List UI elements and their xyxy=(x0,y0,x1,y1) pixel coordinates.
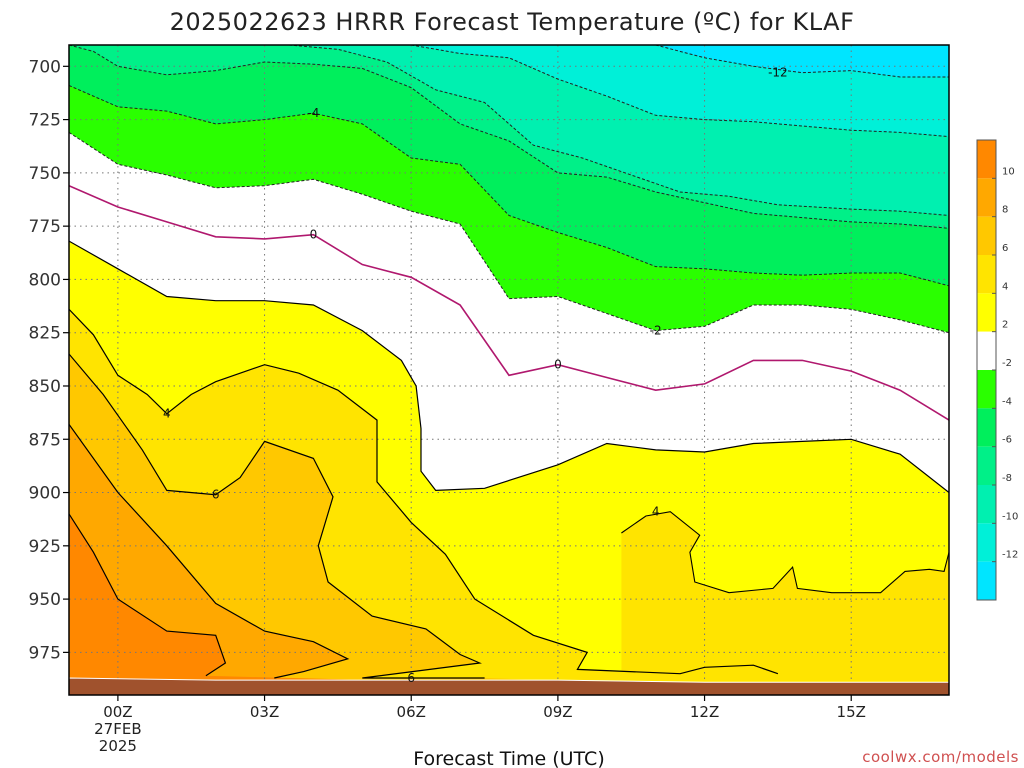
contour-label-3: -2 xyxy=(650,324,662,338)
contour-lines xyxy=(69,45,949,679)
contour-labels: -12 -4 0 -2 0 4 6 4 6 xyxy=(163,66,788,685)
ytick-label-800: 800 xyxy=(29,270,61,290)
colorbar-seg-2_4 xyxy=(977,293,996,332)
contour-8 xyxy=(69,423,350,679)
contour-label-2: 0 xyxy=(310,228,318,242)
colorbar-label-0: 10 xyxy=(1002,166,1015,177)
contour-label-8: 6 xyxy=(407,671,415,685)
xtick-label-6: 06Z xyxy=(397,703,426,721)
xtick-sub-0-0: 27FEB xyxy=(94,720,141,738)
xtick-label-0: 00Z xyxy=(103,703,132,721)
grid-lines xyxy=(69,45,949,695)
xtick-label-3: 03Z xyxy=(250,703,279,721)
colorbar-seg-4_6 xyxy=(977,255,996,294)
ytick-label-850: 850 xyxy=(29,377,61,397)
ytick-label-700: 700 xyxy=(29,57,61,77)
ytick-label-775: 775 xyxy=(29,217,61,237)
colorbar-label-9: -10 xyxy=(1002,511,1018,522)
colorbar-label-3: 4 xyxy=(1002,281,1008,292)
ground-surface xyxy=(69,677,949,695)
colorbar-label-2: 6 xyxy=(1002,243,1008,254)
colorbar-seg-above_10 xyxy=(977,140,996,179)
colorbar-seg--10_-8 xyxy=(977,485,996,524)
colorbar-seg-6_8 xyxy=(977,216,996,255)
plot-frame xyxy=(68,44,950,696)
ytick-label-950: 950 xyxy=(29,590,61,610)
contour--8 xyxy=(288,45,949,216)
plot-area: -12 -4 0 -2 0 4 6 4 6 xyxy=(69,45,949,695)
xtick-label-9: 09Z xyxy=(543,703,572,721)
xtick-label-15: 15Z xyxy=(837,703,866,721)
colorbar-seg--8_-6 xyxy=(977,446,996,485)
contour-4 xyxy=(69,308,779,675)
band-6_8 xyxy=(69,354,949,695)
y-axis: 700 725 750 775 800 825 850 875 900 925 950 975 xyxy=(29,57,69,663)
colorbar: 10 8 6 4 2 -2 -4 -6 -8 -10 -12 xyxy=(976,139,1018,601)
colorbar-seg-8_10 xyxy=(977,178,996,217)
ground-layer xyxy=(69,677,949,695)
colorbar-label-8: -8 xyxy=(1002,473,1012,484)
contour--6 xyxy=(69,45,949,229)
credit-text: coolwx.com/models xyxy=(862,748,1019,766)
band-above_10 xyxy=(69,513,949,695)
contour-label-4: 0 xyxy=(554,358,562,372)
ytick-label-900: 900 xyxy=(29,484,61,504)
colorbar-seg--2_2 xyxy=(977,331,996,370)
ytick-label-975: 975 xyxy=(29,643,61,663)
ytick-label-875: 875 xyxy=(29,430,61,450)
colorbar-label-5: -2 xyxy=(1002,358,1012,369)
colorbar-label-7: -6 xyxy=(1002,435,1012,446)
contour-label-7: 4 xyxy=(652,505,660,519)
colorbar-label-10: -12 xyxy=(1002,550,1018,561)
colorbar-seg--4_-2 xyxy=(977,370,996,409)
contour-10 xyxy=(69,513,227,677)
temperature-fill-layer xyxy=(69,45,949,695)
colorbar-seg-below_-12 xyxy=(977,561,996,600)
ytick-label-825: 825 xyxy=(29,324,61,344)
colorbar-seg--6_-4 xyxy=(977,408,996,447)
xtick-sub-0-1: 2025 xyxy=(99,737,137,755)
ytick-label-750: 750 xyxy=(29,164,61,184)
contour-label-0: -12 xyxy=(768,66,788,80)
contour-6 xyxy=(69,353,485,679)
contour-label-6: 6 xyxy=(212,488,220,502)
xtick-label-12: 12Z xyxy=(690,703,719,721)
contour-pocket-0 xyxy=(621,511,949,594)
x-axis-label: Forecast Time (UTC) xyxy=(413,748,604,768)
contour-label-5: 4 xyxy=(163,407,171,421)
warm-pocket-0 xyxy=(621,511,949,695)
colorbar-seg--12_-10 xyxy=(977,523,996,562)
chart-title: 2025022623 HRRR Forecast Temperature (ºC… xyxy=(170,8,855,36)
contour-label-1: -4 xyxy=(307,106,319,120)
contour-2 xyxy=(69,240,949,493)
contour-0 xyxy=(69,184,949,421)
ytick-label-725: 725 xyxy=(29,111,61,131)
colorbar-label-6: -4 xyxy=(1002,396,1012,407)
colorbar-label-4: 2 xyxy=(1002,320,1008,331)
contour--10 xyxy=(411,45,949,138)
contour--12 xyxy=(655,45,949,78)
colorbar-label-1: 8 xyxy=(1002,205,1008,216)
contour--4 xyxy=(69,85,949,287)
ytick-label-925: 925 xyxy=(29,537,61,557)
